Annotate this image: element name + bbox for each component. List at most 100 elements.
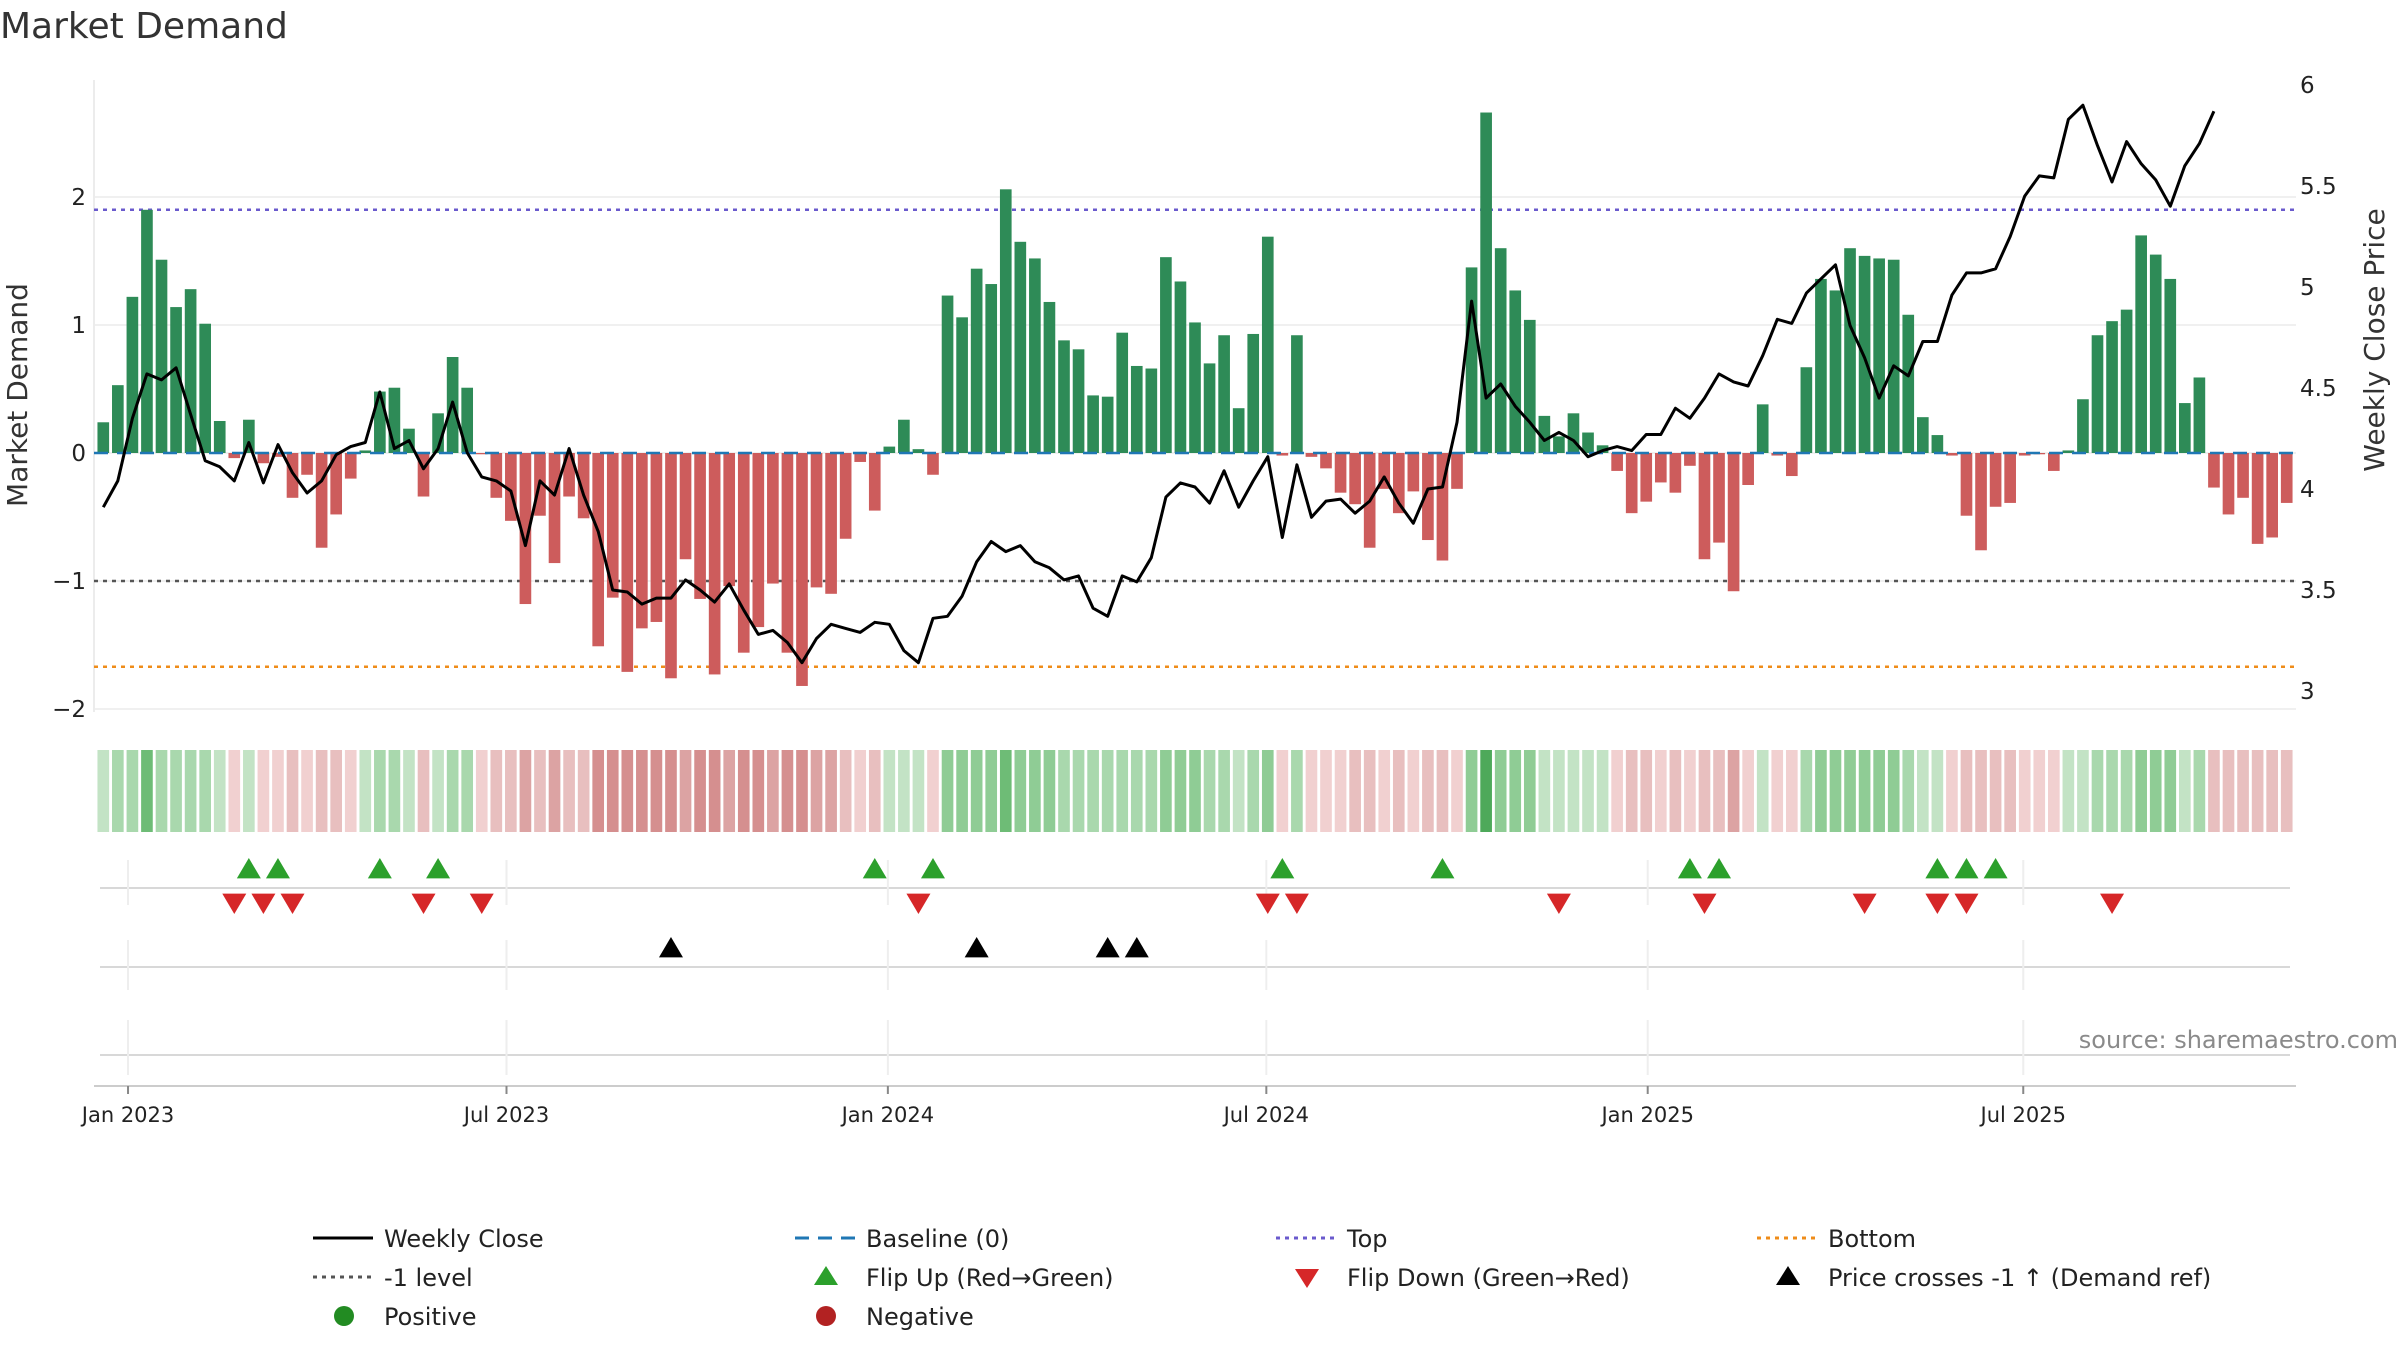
flip-down-marker	[411, 893, 436, 914]
flip-down-marker	[222, 893, 247, 914]
strip-cell	[1029, 750, 1041, 832]
demand-bar-negative	[1625, 453, 1638, 514]
strip-cell	[170, 750, 182, 832]
strip-cell	[1946, 750, 1958, 832]
strip-cell	[810, 750, 823, 832]
legend-swatch-negative	[816, 1306, 836, 1326]
demand-bar-negative	[2251, 453, 2264, 544]
demand-bar-negative	[1422, 453, 1434, 541]
demand-bar-negative	[563, 453, 575, 497]
demand-bar-positive	[1873, 258, 1885, 453]
strip-cell	[243, 750, 255, 832]
strip-cell	[228, 750, 241, 832]
strip-cell	[475, 750, 488, 832]
strip-cell	[534, 750, 546, 832]
strip-cell	[1145, 750, 1158, 832]
strip-cell	[1189, 750, 1201, 832]
demand-bar-positive	[1844, 248, 1856, 453]
price-cross-marker	[1095, 937, 1120, 958]
demand-bar-negative	[1305, 453, 1318, 457]
strip-cell	[883, 750, 896, 832]
demand-bar-positive	[1087, 395, 1099, 453]
flip-down-marker	[1546, 893, 1571, 914]
strip-cell	[1232, 750, 1245, 832]
demand-bar-negative	[490, 453, 503, 498]
demand-bar-negative	[301, 453, 313, 475]
strip-cell	[1043, 750, 1056, 832]
demand-bar-positive	[141, 209, 153, 453]
strip-cell	[1960, 750, 1973, 832]
demand-bar-positive	[359, 450, 372, 453]
demand-bar-negative	[679, 453, 692, 560]
strip-cell	[1087, 750, 1099, 832]
strip-cell	[1160, 750, 1172, 832]
y-tick-right: 5	[2300, 275, 2315, 301]
strip-cell	[1363, 750, 1376, 832]
strip-cell	[1465, 750, 1478, 832]
strip-cell	[1247, 750, 1260, 832]
strip-cell	[679, 750, 692, 832]
strip-cell	[985, 750, 998, 832]
demand-bar-positive	[1203, 363, 1216, 453]
demand-bar-negative	[1771, 453, 1784, 456]
legend-swatch-positive	[334, 1306, 354, 1326]
demand-bar-negative	[839, 453, 852, 539]
demand-bar-positive	[2062, 450, 2075, 453]
weekly-close-line	[101, 103, 2216, 665]
demand-bar-negative	[1392, 453, 1405, 514]
flip-up-marker	[265, 858, 290, 879]
strip-cell	[1756, 750, 1769, 832]
demand-bar-negative	[2048, 453, 2060, 471]
strip-cell	[2222, 750, 2235, 832]
demand-bar-negative	[2208, 453, 2220, 488]
strip-cell	[286, 750, 299, 832]
demand-bar-negative	[315, 453, 328, 548]
demand-bar-negative	[694, 453, 706, 599]
demand-bar-negative	[272, 453, 284, 457]
demand-bar-negative	[1684, 453, 1696, 466]
strip-cell	[155, 750, 168, 832]
strip-cell	[2004, 750, 2016, 832]
strip-cell	[213, 750, 226, 832]
strip-cell	[1873, 750, 1885, 832]
close-line-layer	[101, 103, 2216, 665]
strip-cell	[577, 750, 590, 832]
strip-cell	[301, 750, 313, 832]
demand-bar-positive	[1523, 319, 1536, 453]
demand-bar-positive	[2149, 254, 2162, 453]
demand-bar-negative	[1975, 453, 1987, 551]
legend-label: Negative	[866, 1303, 974, 1331]
strip-cell	[1975, 750, 1987, 832]
strip-cell	[1291, 750, 1303, 832]
demand-bar-positive	[970, 268, 983, 453]
source-credit: source: sharemaestro.com	[2079, 1026, 2398, 1054]
demand-bar-positive	[1465, 267, 1478, 453]
legend-label: Baseline (0)	[866, 1225, 1009, 1253]
demand-bar-positive	[1058, 340, 1070, 453]
y-tick-right: 5.5	[2300, 174, 2337, 200]
flip-down-marker	[1284, 893, 1309, 914]
demand-bar-positive	[126, 296, 139, 453]
demand-bar-negative	[1960, 453, 1973, 516]
demand-bar-positive	[1887, 259, 1900, 453]
strip-cell	[2149, 750, 2162, 832]
demand-bar-negative	[825, 453, 837, 594]
strip-cell	[970, 750, 983, 832]
demand-bar-positive	[1218, 335, 1230, 453]
y-tick-left: −1	[52, 569, 86, 595]
demand-bar-positive	[1261, 236, 1274, 453]
strip-cell	[1349, 750, 1361, 832]
strip-cell	[868, 750, 881, 832]
x-axis: Jan 2023 Jul 2023 Jan 2024 Jul 2024 Jan 2025…	[80, 1085, 2296, 1127]
strip-cell	[1276, 750, 1289, 832]
demand-bar-positive	[883, 446, 896, 453]
strip-cell	[359, 750, 372, 832]
demand-bar-negative	[2237, 453, 2249, 498]
demand-bar-positive	[199, 323, 211, 453]
y-tick-right: 4	[2300, 477, 2315, 503]
strip-cell	[548, 750, 561, 832]
legend-label: Flip Up (Red→Green)	[866, 1264, 1114, 1292]
flip-down-marker	[2100, 893, 2125, 914]
strip-cell	[2164, 750, 2177, 832]
demand-bar-positive	[1756, 404, 1769, 453]
